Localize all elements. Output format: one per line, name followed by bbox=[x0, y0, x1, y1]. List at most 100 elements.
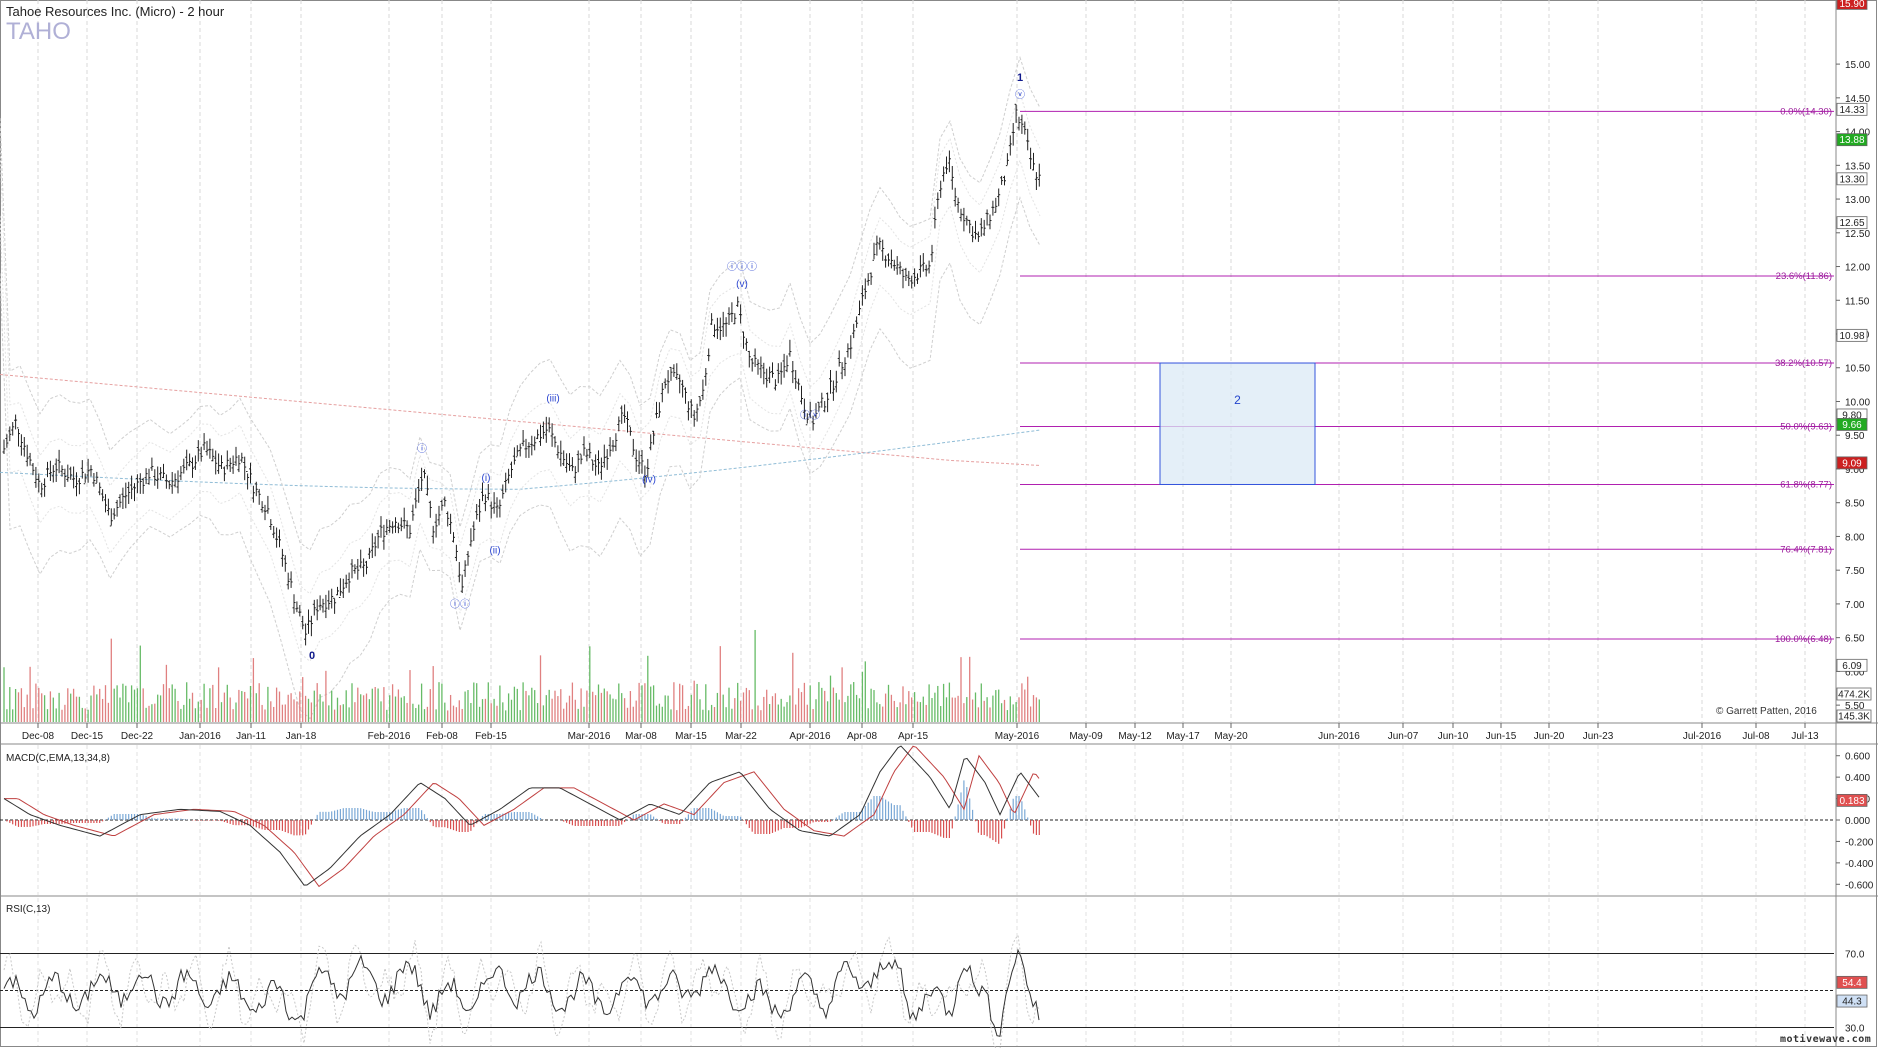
x-tick-label: Jan-11 bbox=[236, 731, 266, 742]
price-tick-label: 12.50 bbox=[1845, 229, 1870, 240]
rsi-badge-text: 54.4 bbox=[1842, 978, 1862, 989]
x-tick-label: Jul-13 bbox=[1791, 731, 1819, 742]
wave-label: ⓥ bbox=[1015, 89, 1025, 101]
price-tick-label: 5.50 bbox=[1845, 701, 1865, 712]
x-tick-label: Jun-20 bbox=[1534, 731, 1565, 742]
price-badge bbox=[1836, 328, 1868, 342]
wave-label: (iv) bbox=[642, 474, 656, 485]
x-tick-label: May-2016 bbox=[995, 731, 1040, 742]
rsi-panel-label: RSI(C,13) bbox=[6, 904, 51, 915]
wave-label: (ii) bbox=[489, 545, 500, 556]
wave-label: (v) bbox=[736, 279, 748, 290]
wave-label: (i) bbox=[482, 473, 491, 484]
ticker-symbol: TAHO bbox=[6, 18, 71, 45]
x-tick-label: Jun-23 bbox=[1583, 731, 1614, 742]
fib-label: 61.8%(8.77) bbox=[1780, 479, 1832, 490]
macd-tick-label: -0.600 bbox=[1845, 880, 1874, 891]
macd-tick-label: -0.400 bbox=[1845, 859, 1874, 870]
fib-label: 100.0%(6.48) bbox=[1775, 634, 1832, 645]
fib-label: 0.0%(14.30) bbox=[1780, 106, 1832, 117]
wave-label: ⓘⓘ bbox=[450, 598, 470, 610]
price-tick-label: 8.50 bbox=[1845, 499, 1865, 510]
price-bars bbox=[2, 103, 1041, 646]
wave-label: 0 bbox=[309, 650, 315, 662]
price-badge-text: 13.30 bbox=[1839, 174, 1864, 185]
price-badge bbox=[1836, 456, 1868, 470]
x-tick-label: Feb-08 bbox=[426, 731, 458, 742]
macd-tick-label: 0.400 bbox=[1845, 773, 1870, 784]
wave-label: (iii) bbox=[546, 393, 559, 404]
price-badge bbox=[1836, 102, 1868, 116]
brand-watermark: motivewave.com bbox=[1780, 1034, 1872, 1045]
fib-label: 38.2%(10.57) bbox=[1775, 358, 1832, 369]
x-tick-label: Mar-15 bbox=[675, 731, 707, 742]
macd-badge bbox=[1836, 793, 1868, 807]
x-tick-label: Apr-08 bbox=[847, 731, 877, 742]
price-tick-label: 10.00 bbox=[1845, 397, 1870, 408]
macd-signal-line bbox=[4, 745, 1040, 888]
x-tick-label: Jun-07 bbox=[1388, 731, 1419, 742]
x-tick-label: Jun-10 bbox=[1438, 731, 1469, 742]
price-badge-text: 12.65 bbox=[1839, 218, 1864, 229]
price-badge bbox=[1836, 172, 1868, 186]
price-badge-text: 13.88 bbox=[1839, 135, 1864, 146]
fib-label: 76.4%(7.81) bbox=[1780, 544, 1832, 555]
fibonacci-levels: 0.0%(14.30) 23.6%(11.86) 38.2%(10.57) 50.0%… bbox=[1020, 106, 1834, 645]
x-tick-label: May-17 bbox=[1166, 731, 1200, 742]
price-tick-label: 7.00 bbox=[1845, 600, 1865, 611]
rsi-panel: 70.0 30.0 54.4 44.3 bbox=[0, 934, 1868, 1048]
macd-badge-text: 0.183 bbox=[1839, 796, 1864, 807]
fib-label: 23.6%(11.86) bbox=[1776, 271, 1832, 282]
macd-tick-label: 0.000 bbox=[1845, 816, 1870, 827]
x-tick-label: Mar-2016 bbox=[568, 731, 611, 742]
overlays bbox=[0, 55, 1041, 720]
price-tick-label: 14.50 bbox=[1845, 94, 1870, 105]
x-tick-label: Jun-2016 bbox=[1318, 731, 1360, 742]
volume-badge bbox=[1836, 687, 1872, 701]
moving-average-mid bbox=[0, 429, 1041, 490]
price-badge bbox=[1836, 133, 1868, 147]
price-tick-label: 7.50 bbox=[1845, 566, 1865, 577]
fib-label: 50.0%(9.63) bbox=[1780, 421, 1832, 432]
rsi-tick-label: 70.0 bbox=[1845, 950, 1865, 961]
target-zone-label: 2 bbox=[1234, 393, 1241, 407]
envelope-upper bbox=[0, 55, 1041, 551]
rsi-tick-label: 30.0 bbox=[1845, 1024, 1865, 1035]
price-badge bbox=[1836, 216, 1868, 230]
price-badge bbox=[1836, 658, 1868, 672]
target-zone-box bbox=[1159, 362, 1316, 485]
price-tick-label: 8.00 bbox=[1845, 532, 1865, 543]
price-badge-text: 15.90 bbox=[1839, 0, 1864, 10]
x-tick-label: Dec-15 bbox=[71, 731, 104, 742]
chart-title: Tahoe Resources Inc. (Micro) - 2 hour bbox=[6, 4, 225, 19]
price-tick-label: 12.00 bbox=[1845, 263, 1870, 274]
x-tick-label: Jan-2016 bbox=[179, 731, 221, 742]
rsi-line bbox=[3, 948, 1040, 1037]
x-tick-label: Apr-15 bbox=[898, 731, 928, 742]
x-tick-label: May-20 bbox=[1214, 731, 1248, 742]
x-tick-label: May-09 bbox=[1069, 731, 1103, 742]
price-badge-text: 9.66 bbox=[1842, 420, 1862, 431]
price-tick-label: 9.00 bbox=[1845, 465, 1865, 476]
price-badge-text: 9.80 bbox=[1842, 410, 1862, 421]
x-tick-label: Apr-2016 bbox=[789, 731, 831, 742]
rsi-fast-line bbox=[3, 934, 1040, 1048]
x-tick-label: Jul-2016 bbox=[1683, 731, 1722, 742]
price-tick-label: 14.00 bbox=[1845, 128, 1870, 139]
volume-badge bbox=[1836, 709, 1872, 723]
x-tick-label: Mar-22 bbox=[725, 731, 757, 742]
rsi-badge bbox=[1836, 994, 1868, 1008]
band-lower bbox=[0, 158, 1041, 663]
price-badge-text: 10.98 bbox=[1839, 331, 1864, 342]
x-tick-label: Dec-22 bbox=[121, 731, 154, 742]
volume-bars bbox=[3, 629, 1040, 722]
x-tick-label: Dec-08 bbox=[22, 731, 55, 742]
x-tick-label: Feb-2016 bbox=[368, 731, 411, 742]
moving-average-long bbox=[0, 373, 1041, 466]
x-tick-label: Jul-08 bbox=[1742, 731, 1770, 742]
macd-tick-label: -0.200 bbox=[1845, 837, 1874, 848]
